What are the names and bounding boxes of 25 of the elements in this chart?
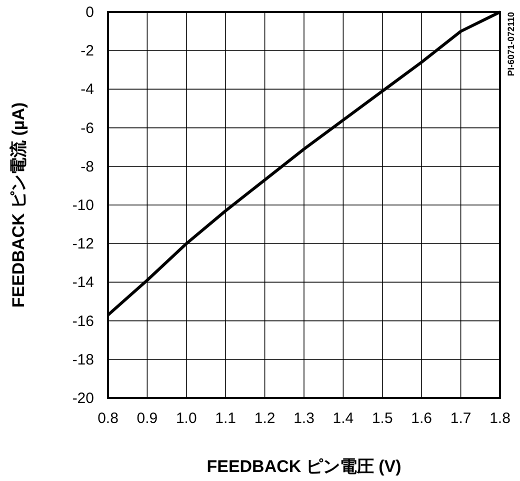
x-tick-label: 1.1 — [215, 410, 236, 427]
x-tick-label: 1.0 — [176, 410, 197, 427]
y-tick-label: -12 — [72, 236, 94, 253]
x-tick-label: 1.8 — [490, 410, 510, 427]
y-tick-label: -8 — [80, 158, 94, 176]
x-tick-label: 1.2 — [254, 410, 276, 427]
y-tick-label: -18 — [72, 351, 94, 368]
y-axis-title: FEEDBACK ピン電流 (µA) — [9, 102, 28, 308]
x-tick-label: 1.5 — [372, 410, 393, 427]
y-tick-label: -10 — [72, 197, 94, 214]
x-tick-label: 1.3 — [294, 410, 314, 427]
x-tick-label: 1.4 — [332, 410, 354, 427]
x-tick-label: 0.9 — [136, 410, 158, 427]
x-tick-label: 0.8 — [98, 410, 118, 427]
y-tick-label: -20 — [72, 390, 94, 407]
y-tick-label: -2 — [80, 42, 94, 60]
y-tick-label: -4 — [80, 81, 94, 98]
y-tick-label: -14 — [72, 274, 94, 292]
y-tick-label: -6 — [80, 120, 94, 137]
x-tick-label: 1.7 — [450, 410, 472, 427]
x-tick-label: 1.6 — [411, 410, 432, 427]
x-axis-title: FEEDBACK ピン電圧 (V) — [206, 457, 402, 476]
y-tick-label: 0 — [86, 4, 94, 21]
text: PI-6071-072110 — [506, 12, 516, 76]
y-tick-label: -16 — [72, 312, 94, 330]
